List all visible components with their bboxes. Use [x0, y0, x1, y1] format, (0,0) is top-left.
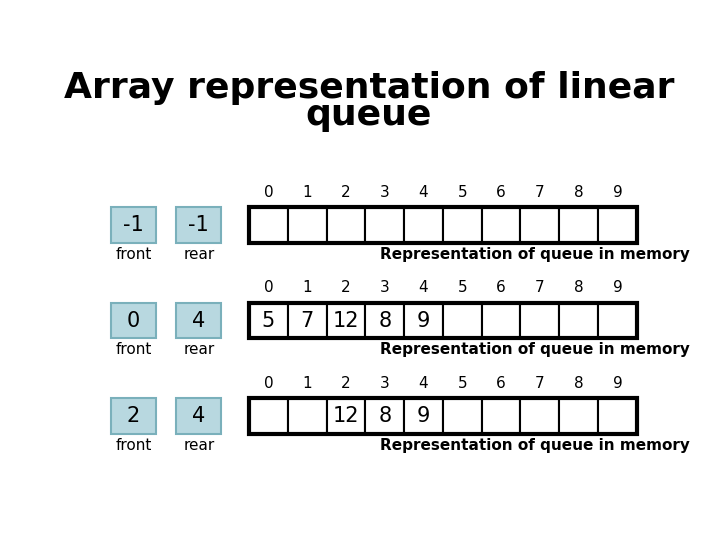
Text: 7: 7	[535, 280, 545, 295]
Text: -1: -1	[189, 215, 210, 235]
Text: 1: 1	[302, 376, 312, 391]
Text: 4: 4	[192, 310, 205, 330]
Text: 5: 5	[262, 310, 275, 330]
Text: 5: 5	[457, 185, 467, 200]
Text: 0: 0	[264, 185, 273, 200]
Bar	[404, 303, 443, 338]
Text: front: front	[115, 438, 152, 453]
Text: 2: 2	[127, 406, 140, 426]
Bar	[365, 399, 404, 434]
Bar	[249, 207, 637, 242]
Text: 2: 2	[341, 376, 351, 391]
Bar	[365, 303, 404, 338]
Text: 9: 9	[613, 376, 622, 391]
Text: 1: 1	[302, 280, 312, 295]
Bar	[482, 303, 521, 338]
Bar	[249, 399, 637, 434]
Bar	[176, 207, 221, 242]
Text: 8: 8	[574, 376, 583, 391]
Bar	[327, 207, 365, 242]
Text: 4: 4	[419, 376, 428, 391]
Text: 3: 3	[380, 376, 390, 391]
Text: 7: 7	[300, 310, 314, 330]
Bar	[521, 303, 559, 338]
Text: 1: 1	[302, 185, 312, 200]
Bar	[249, 207, 288, 242]
Text: rear: rear	[183, 247, 215, 262]
Text: 6: 6	[496, 376, 506, 391]
Text: 4: 4	[419, 280, 428, 295]
Bar	[111, 303, 156, 338]
Text: 9: 9	[613, 280, 622, 295]
Text: 0: 0	[264, 376, 273, 391]
Bar	[176, 399, 221, 434]
Text: 12: 12	[333, 406, 359, 426]
Bar	[559, 207, 598, 242]
Text: rear: rear	[183, 438, 215, 453]
Text: 9: 9	[417, 310, 431, 330]
Text: 5: 5	[457, 280, 467, 295]
Bar	[598, 207, 636, 242]
Bar	[288, 399, 327, 434]
Bar	[598, 399, 636, 434]
Text: Representation of queue in memory: Representation of queue in memory	[380, 247, 690, 262]
Text: 0: 0	[127, 310, 140, 330]
Bar	[598, 303, 636, 338]
Text: 8: 8	[378, 310, 392, 330]
Text: 2: 2	[341, 280, 351, 295]
Bar	[404, 207, 443, 242]
Bar	[521, 207, 559, 242]
Bar	[288, 303, 327, 338]
Bar	[176, 303, 221, 338]
Text: 2: 2	[341, 185, 351, 200]
Text: 4: 4	[192, 406, 205, 426]
Bar	[249, 303, 288, 338]
Bar	[559, 399, 598, 434]
Text: 7: 7	[535, 376, 545, 391]
Text: 9: 9	[613, 185, 622, 200]
Text: 3: 3	[380, 280, 390, 295]
Bar	[559, 303, 598, 338]
Bar	[443, 303, 482, 338]
Text: 6: 6	[496, 280, 506, 295]
Bar	[365, 207, 404, 242]
Bar	[111, 207, 156, 242]
Text: 8: 8	[574, 185, 583, 200]
Text: front: front	[115, 342, 152, 357]
Bar	[111, 399, 156, 434]
Text: 8: 8	[574, 280, 583, 295]
Text: 0: 0	[264, 280, 273, 295]
Text: queue: queue	[306, 98, 432, 132]
Bar	[327, 303, 365, 338]
Text: rear: rear	[183, 342, 215, 357]
Text: 4: 4	[419, 185, 428, 200]
Text: 6: 6	[496, 185, 506, 200]
Bar	[521, 399, 559, 434]
Text: 5: 5	[457, 376, 467, 391]
Text: 12: 12	[333, 310, 359, 330]
Bar	[404, 399, 443, 434]
Text: -1: -1	[123, 215, 144, 235]
Bar	[443, 399, 482, 434]
Text: 8: 8	[378, 406, 392, 426]
Text: Representation of queue in memory: Representation of queue in memory	[380, 438, 690, 453]
Bar	[482, 207, 521, 242]
Bar	[249, 399, 288, 434]
Text: 3: 3	[380, 185, 390, 200]
Bar	[443, 207, 482, 242]
Bar	[327, 399, 365, 434]
Text: 9: 9	[417, 406, 431, 426]
Bar	[288, 207, 327, 242]
Bar	[482, 399, 521, 434]
Bar	[249, 303, 637, 338]
Text: front: front	[115, 247, 152, 262]
Text: 7: 7	[535, 185, 545, 200]
Text: Array representation of linear: Array representation of linear	[64, 71, 674, 105]
Text: Representation of queue in memory: Representation of queue in memory	[380, 342, 690, 357]
